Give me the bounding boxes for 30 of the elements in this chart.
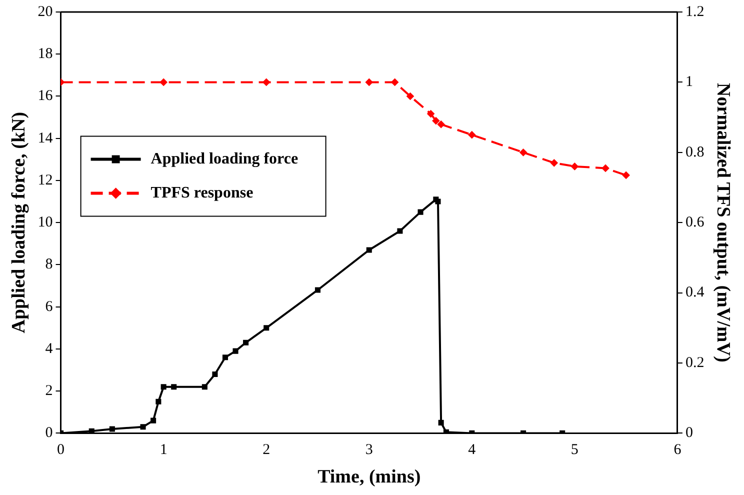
y-axis-title: Applied loading force, (kN) [8,112,30,334]
y-tick-label: 16 [38,88,54,104]
y2-tick-label: 0.2 [685,354,704,371]
y-tick-label: 0 [45,425,53,442]
y-tick-label: 6 [45,298,54,315]
y-tick-label: 8 [45,256,53,273]
x-tick-label: 6 [674,442,682,458]
y-tick-label: 14 [38,130,54,146]
y2-tick-label: 1 [685,74,693,90]
y2-tick-label: 0.4 [685,284,705,301]
legend-label: TPFS response [150,184,254,202]
y2-tick-label: 0 [685,425,693,442]
y-tick-label: 10 [38,214,53,231]
y2-axis-title: Normalized TFS output, (mV/mV) [712,82,734,362]
y-tick-label: 2 [45,383,53,400]
y2-tick-label: 0.8 [685,144,704,160]
y-tick-label: 20 [38,4,53,20]
y2-tick-label: 0.6 [685,214,705,231]
y-tick-label: 12 [38,172,53,188]
x-axis-title: Time, (mins) [318,466,421,488]
legend-label: Applied loading force [150,150,298,168]
x-tick-label: 4 [468,442,476,458]
x-tick-label: 5 [570,442,578,458]
x-tick-label: 0 [57,442,65,458]
y-tick-label: 18 [38,46,53,62]
y-tick-label: 4 [45,340,54,357]
x-tick-label: 1 [160,442,168,458]
y2-tick-label: 1.2 [685,4,704,20]
x-tick-label: 2 [262,442,270,458]
x-tick-label: 3 [365,442,373,458]
